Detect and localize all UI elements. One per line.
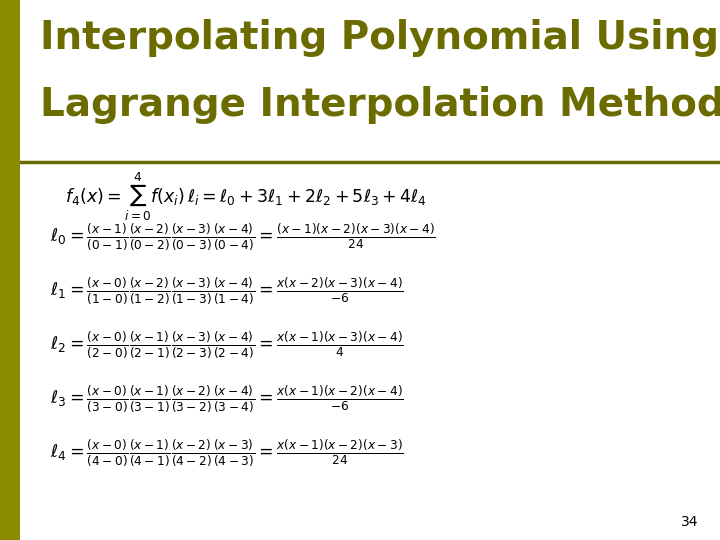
Text: $\ell_3 = \frac{(x-0)}{(3-0)}\frac{(x-1)}{(3-1)}\frac{(x-2)}{(3-2)}\frac{(x-4)}{: $\ell_3 = \frac{(x-0)}{(3-0)}\frac{(x-1)… (50, 383, 404, 415)
Text: $f_4(x) = \sum_{i=0}^{4} f(x_i)\,\ell_i = \ell_0 + 3\ell_1 + 2\ell_2 + 5\ell_3 +: $f_4(x) = \sum_{i=0}^{4} f(x_i)\,\ell_i … (65, 170, 427, 222)
Text: Lagrange Interpolation Method: Lagrange Interpolation Method (40, 86, 720, 124)
Text: $\ell_1 = \frac{(x-0)}{(1-0)}\frac{(x-2)}{(1-2)}\frac{(x-3)}{(1-3)}\frac{(x-4)}{: $\ell_1 = \frac{(x-0)}{(1-0)}\frac{(x-2)… (50, 275, 404, 307)
Text: Interpolating Polynomial Using: Interpolating Polynomial Using (40, 19, 719, 57)
Text: $\ell_2 = \frac{(x-0)}{(2-0)}\frac{(x-1)}{(2-1)}\frac{(x-3)}{(2-3)}\frac{(x-4)}{: $\ell_2 = \frac{(x-0)}{(2-0)}\frac{(x-1)… (50, 329, 404, 361)
Text: $\ell_4 = \frac{(x-0)}{(4-0)}\frac{(x-1)}{(4-1)}\frac{(x-2)}{(4-2)}\frac{(x-3)}{: $\ell_4 = \frac{(x-0)}{(4-0)}\frac{(x-1)… (50, 437, 404, 469)
Text: 34: 34 (681, 515, 698, 529)
Text: $\ell_0 = \frac{(x-1)}{(0-1)}\frac{(x-2)}{(0-2)}\frac{(x-3)}{(0-3)}\frac{(x-4)}{: $\ell_0 = \frac{(x-1)}{(0-1)}\frac{(x-2)… (50, 221, 436, 253)
